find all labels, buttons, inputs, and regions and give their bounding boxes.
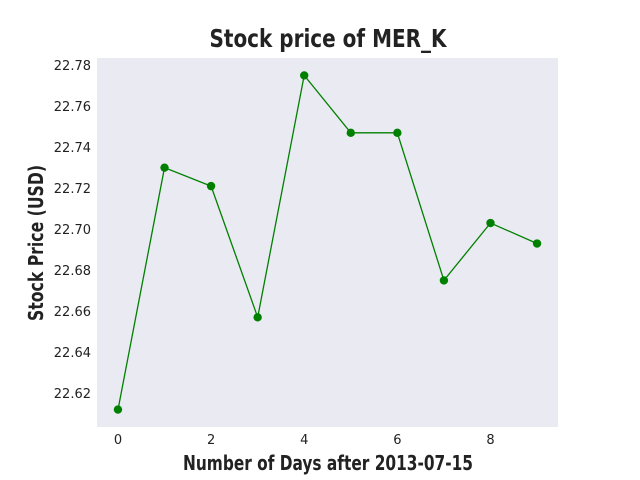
data-point	[346, 128, 355, 138]
data-point	[206, 181, 216, 191]
chart-title: Stock price of MER_K	[210, 24, 448, 53]
series-line	[117, 73, 538, 410]
x-tick-label: 6	[393, 433, 401, 448]
y-tick-label: 22.66	[54, 305, 91, 320]
y-tick-label: 22.76	[54, 100, 91, 115]
y-tick-label: 22.64	[54, 346, 91, 361]
y-tick-label: 22.74	[54, 141, 91, 156]
x-axis: 0 2 4 6 8	[114, 433, 495, 448]
y-tick-label: 22.78	[54, 59, 91, 74]
data-point	[253, 313, 262, 322]
data-point	[439, 276, 449, 285]
data-point	[393, 128, 402, 138]
data-point	[113, 405, 123, 414]
x-tick-label: 2	[207, 433, 215, 448]
x-tick-label: 4	[300, 433, 308, 448]
data-point	[160, 163, 169, 172]
data-points	[113, 71, 542, 414]
y-axis-label: Stock Price (USD)	[24, 165, 48, 321]
data-point	[300, 71, 309, 80]
y-tick-label: 22.70	[54, 223, 91, 238]
y-axis: 22.62 22.64 22.66 22.68 22.70 22.72 22.74 22.76…	[54, 59, 91, 402]
y-tick-label: 22.68	[54, 264, 91, 279]
data-point	[532, 239, 542, 248]
y-tick-label: 22.62	[54, 387, 91, 402]
x-tick-label: 0	[114, 433, 122, 448]
x-tick-label: 8	[486, 433, 494, 448]
x-axis-label: Number of Days after 2013-07-15	[183, 451, 473, 475]
data-point	[486, 218, 495, 228]
plot-area	[97, 58, 558, 427]
y-tick-label: 22.72	[54, 182, 91, 197]
